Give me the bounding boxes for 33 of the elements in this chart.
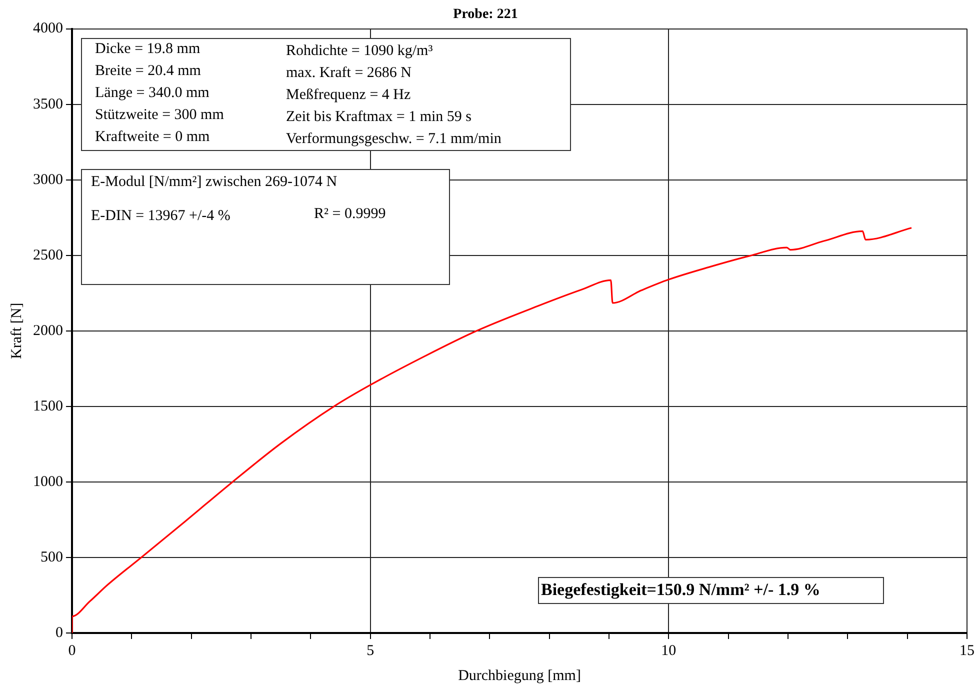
- x-axis-title: Durchbiegung [mm]: [458, 668, 581, 684]
- annotation: Breite = 20.4 mm: [95, 62, 201, 80]
- y-tick-label: 3000: [33, 172, 63, 188]
- x-tick-label: 15: [960, 642, 974, 659]
- y-tick-label: 3500: [33, 96, 63, 112]
- annotation: E-DIN = 13967 +/-4 %: [91, 208, 230, 225]
- y-tick-label: 1000: [33, 474, 63, 490]
- chart-title: Probe: 221: [453, 7, 518, 22]
- annotation: Verformungsgeschw. = 7.1 mm/min: [286, 130, 502, 148]
- annotation: R² = 0.9999: [314, 206, 386, 223]
- annotation: Meßfrequenz = 4 Hz: [286, 86, 411, 104]
- y-tick-label: 500: [40, 549, 63, 566]
- text-panel: Biegefestigkeit=150.9 N/mm² +/- 1.9 %: [538, 576, 884, 604]
- y-tick-label: 0: [56, 624, 63, 641]
- annotation: Biegefestigkeit=150.9 N/mm² +/- 1.9 %: [541, 580, 820, 600]
- text-panel: E-Modul [N/mm²] zwischen 269-1074 N E-DIN = 13967 +/-4 % R² = 0.9999: [81, 168, 450, 285]
- y-tick-label: 2500: [33, 247, 63, 264]
- annotation: Zeit bis Kraftmax = 1 min 59 s: [286, 108, 472, 126]
- y-tick-label: 4000: [33, 20, 63, 37]
- annotation: E-Modul [N/mm²] zwischen 269-1074 N: [91, 174, 338, 191]
- annotation: Stützweite = 300 mm: [95, 106, 224, 124]
- x-tick-label: 10: [661, 642, 676, 659]
- annotation: Dicke = 19.8 mm: [95, 40, 200, 58]
- annotation: Rohdichte = 1090 kg/m³: [286, 42, 433, 60]
- x-tick-label: 0: [68, 642, 76, 659]
- annotation: max. Kraft = 2686 N: [286, 64, 412, 82]
- annotation: Länge = 340.0 mm: [95, 84, 210, 102]
- y-tick-label: 2000: [33, 322, 63, 339]
- y-axis-title: Kraft [N]: [8, 302, 25, 360]
- line-series: [72, 227, 912, 633]
- y-tick-label: 1500: [33, 398, 63, 414]
- x-tick-label: 5: [366, 642, 374, 659]
- annotation: Kraftweite = 0 mm: [95, 128, 210, 146]
